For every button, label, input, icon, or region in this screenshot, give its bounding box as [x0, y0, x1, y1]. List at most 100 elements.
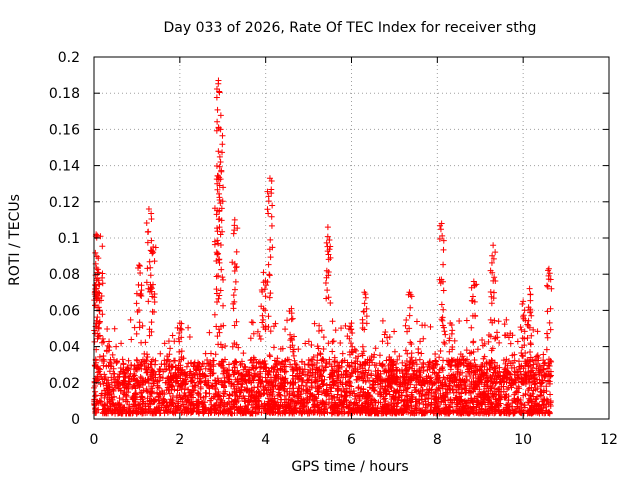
data-point [269, 410, 276, 417]
data-point [291, 357, 298, 364]
chart-title: Day 033 of 2026, Rate Of TEC Index for r… [164, 20, 537, 36]
data-point [520, 298, 527, 305]
data-point [283, 388, 290, 395]
data-point [265, 210, 272, 217]
data-point [440, 324, 447, 331]
data-point [490, 369, 497, 376]
data-point [213, 407, 220, 414]
data-point [298, 358, 305, 365]
data-point [460, 357, 467, 364]
data-point [323, 360, 330, 367]
data-point [488, 347, 495, 354]
data-point [365, 399, 372, 406]
data-point [347, 323, 354, 330]
data-point [391, 370, 398, 377]
data-point [131, 371, 138, 378]
data-point [216, 174, 223, 181]
data-point [323, 239, 330, 246]
data-point [511, 379, 518, 386]
data-point [296, 370, 303, 377]
data-point [189, 387, 196, 394]
y-tick-label: 0.2 [58, 50, 80, 66]
data-point [315, 327, 322, 334]
data-point [451, 337, 458, 344]
data-point [496, 392, 503, 399]
data-point [438, 316, 445, 323]
data-point [257, 335, 264, 342]
data-point [244, 385, 251, 392]
data-point [334, 407, 341, 414]
data-point [359, 362, 366, 369]
data-point [149, 250, 156, 257]
data-point [466, 400, 473, 407]
data-point [349, 329, 356, 336]
data-point [177, 367, 184, 374]
data-point [232, 392, 239, 399]
data-point [515, 374, 522, 381]
data-point [270, 405, 277, 412]
data-point [215, 80, 222, 87]
data-point [200, 394, 207, 401]
data-point [178, 320, 185, 327]
data-point [519, 353, 526, 360]
data-point [546, 319, 553, 326]
data-point [239, 372, 246, 379]
data-point [372, 368, 379, 375]
data-point [139, 322, 146, 329]
data-point [241, 397, 248, 404]
data-point [110, 376, 117, 383]
data-point [468, 324, 475, 331]
data-point [216, 329, 223, 336]
data-point [386, 374, 393, 381]
data-point [541, 396, 548, 403]
data-point [336, 362, 343, 369]
data-point [490, 242, 497, 249]
data-point [480, 372, 487, 379]
data-point [163, 402, 170, 409]
data-point [484, 408, 491, 415]
data-point [219, 344, 226, 351]
data-point [166, 358, 173, 365]
data-point [138, 287, 145, 294]
data-point [497, 372, 504, 379]
data-point [527, 349, 534, 356]
data-point [191, 404, 198, 411]
data-point [215, 240, 222, 247]
data-point [455, 366, 462, 373]
data-point [406, 325, 413, 332]
data-point [547, 357, 554, 364]
data-point [260, 316, 267, 323]
data-point [210, 370, 217, 377]
data-point [391, 328, 398, 335]
data-point [174, 324, 181, 331]
data-point [269, 391, 276, 398]
data-point [347, 389, 354, 396]
data-point [132, 366, 139, 373]
data-point [399, 359, 406, 366]
data-point [353, 347, 360, 354]
data-point [406, 373, 413, 380]
data-point [430, 364, 437, 371]
data-point [258, 286, 265, 293]
data-point [132, 385, 139, 392]
data-point [108, 394, 115, 401]
data-point [218, 167, 225, 174]
data-point [377, 370, 384, 377]
data-point [235, 398, 242, 405]
data-point [260, 360, 267, 367]
data-point [208, 395, 215, 402]
data-point [179, 366, 186, 373]
data-point [127, 316, 134, 323]
data-point [306, 376, 313, 383]
data-point [330, 338, 337, 345]
data-point [348, 359, 355, 366]
data-point [338, 359, 345, 366]
data-point [270, 344, 277, 351]
data-point [534, 352, 541, 359]
data-point [384, 340, 391, 347]
data-point [287, 331, 294, 338]
data-point [392, 410, 399, 417]
data-point [500, 383, 507, 390]
data-point [314, 352, 321, 359]
data-point [337, 379, 344, 386]
